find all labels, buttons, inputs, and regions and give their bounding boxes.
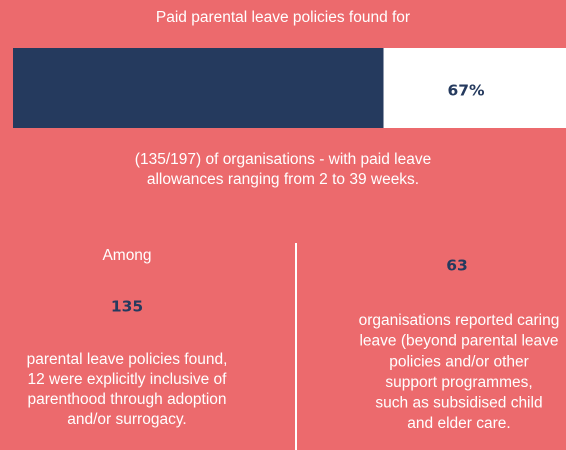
right-line: support programmes, — [385, 374, 532, 391]
left-line: parenthood through adoption — [27, 391, 226, 408]
left-line: 12 were explicitly inclusive of — [27, 371, 227, 388]
bar-fill — [13, 48, 384, 128]
title: Paid parental leave policies found for — [156, 9, 410, 26]
right-line: policies and/or other — [389, 353, 529, 370]
right-line: such as subsidised child — [375, 394, 542, 411]
summary-line: (135/197) of organisations - with paid l… — [135, 151, 431, 168]
summary-line: allowances ranging from 2 to 39 weeks. — [147, 171, 419, 188]
right-line: and elder care. — [407, 415, 510, 432]
right-number: 63 — [446, 257, 468, 275]
left-number: 135 — [111, 298, 143, 316]
left-line: parental leave policies found, — [27, 351, 228, 368]
left-line: and/or surrogacy. — [67, 411, 186, 428]
percent-label: 67% — [447, 82, 485, 100]
right-line: organisations reported caring — [359, 312, 560, 329]
left-intro: Among — [102, 247, 151, 264]
right-line: leave (beyond parental leave — [359, 333, 558, 350]
